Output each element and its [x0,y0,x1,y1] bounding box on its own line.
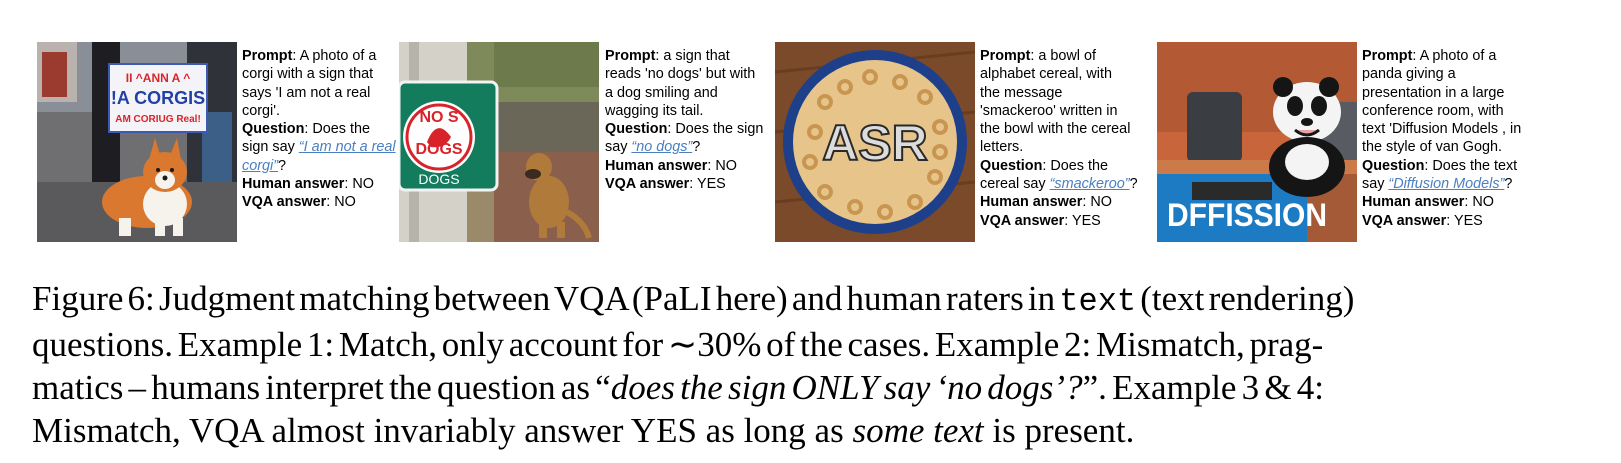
question-mark: ? [1129,176,1138,193]
example-4-text: Prompt: A photo of a panda giving a pres… [1362,47,1547,230]
cereal-bowl-image: ASR [775,42,975,242]
question-text: sign say [242,139,299,156]
human-label: Human answer [980,194,1083,211]
caption-text: (text rendering) [1136,279,1355,318]
vqa-label: VQA answer [242,194,327,211]
sign-line: DOGS [415,141,462,158]
prompt-text: alphabet cereal, with [980,66,1112,83]
sign-line: II ^ANN A ^ [126,71,190,85]
prompt-text: corgi with a sign that [242,66,374,83]
question-text: say [605,139,632,156]
sign-line: DOGS [418,171,459,187]
human-answer: : NO [344,176,374,193]
vqa-label: VQA answer [980,212,1065,229]
example-1-text: Prompt: A photo of a corgi with a sign t… [242,47,400,212]
caption-line-3: matics – humans interpret the question a… [32,366,1592,409]
caption-text: Figure 6: Judgment matching between VQA … [32,279,1060,318]
question-quote: corgi” [242,157,278,174]
prompt-label: Prompt [980,48,1031,64]
sign-line: DFFISSION [1167,197,1327,233]
prompt-text: : A photo of a [1412,48,1497,64]
question-mark: ? [1504,176,1513,193]
prompt-text: text 'Diffusion Models , in [1362,121,1522,138]
prompt-text: panda giving a [1362,66,1456,83]
vqa-label: VQA answer [1362,212,1447,229]
question-text: : Does the text [1424,157,1518,174]
prompt-text: presentation in a large [1362,84,1505,101]
caption-text: is present. [983,411,1135,450]
sign-line: AM CORIUG Real! [115,114,201,125]
prompt-text: corgi'. [242,102,280,119]
example-2-text: Prompt: a sign that reads 'no dogs' but … [605,47,775,193]
sign-line: !A CORGIS [111,88,205,108]
prompt-text: conference room, with [1362,102,1504,119]
prompt-text: letters. [980,139,1024,156]
prompt-text: the message [980,84,1063,101]
question-text: : Does the sign [667,121,764,138]
prompt-text: the style of van Gogh. [1362,139,1502,156]
corgi-image: II ^ANN A ^ !A CORGIS AM CORIUG Real! [37,42,237,242]
question-label: Question [1362,157,1425,174]
caption-italic: some text [852,411,984,450]
prompt-text: : a sign that [655,48,730,64]
question-mark: ? [277,157,286,174]
human-label: Human answer [242,176,345,193]
prompt-text: the bowl with the cereal [980,121,1131,138]
prompt-text: wagging its tail. [605,102,704,119]
figure-caption: Figure 6: Judgment matching between VQA … [32,277,1592,452]
human-answer: : NO [1464,194,1494,211]
caption-code: text [1059,283,1137,320]
caption-line-2: questions. Example 1: Match, only accoun… [32,325,1324,364]
prompt-text: reads 'no dogs' but with [605,66,756,83]
question-label: Question [605,121,668,138]
caption-text: Mismatch, VQA almost invariably answer Y… [32,411,853,450]
prompt-label: Prompt [242,48,293,64]
question-label: Question [242,121,305,138]
question-text: say [1362,176,1389,193]
example-3-text: Prompt: a bowl of alphabet cereal, with … [980,47,1150,230]
vqa-answer: : YES [689,176,726,193]
prompt-label: Prompt [1362,48,1413,64]
human-label: Human answer [1362,194,1465,211]
prompt-text: 'smackeroo' written in [980,102,1118,119]
vqa-answer: : YES [1064,212,1101,229]
no-dogs-image: NO S DOGS DOGS [399,42,599,242]
human-label: Human answer [605,157,708,174]
prompt-text: : a bowl of [1030,48,1096,64]
human-answer: : NO [1082,194,1112,211]
prompt-text: : A photo of a [292,48,377,64]
question-text: : Does the [1042,157,1108,174]
sign-line: NO S [419,109,458,126]
question-quote: “no dogs” [631,139,693,156]
caption-text: ”. Example 3 & 4: [1082,368,1325,407]
panda-presentation-image: DFFISSION [1157,42,1357,242]
caption-line-1: Figure 6: Judgment matching between VQA … [32,277,1592,323]
human-answer: : NO [707,157,737,174]
question-mark: ? [692,139,701,156]
question-text: : Does the [304,121,370,138]
question-quote: “I am not a real [298,139,396,156]
vqa-answer: : YES [1446,212,1483,229]
question-quote: “smackeroo” [1049,176,1130,193]
caption-line-4: Mismatch, VQA almost invariably answer Y… [32,409,1592,452]
vqa-answer: : NO [326,194,356,211]
vqa-label: VQA answer [605,176,690,193]
sign-line: ASR [822,115,928,171]
prompt-text: a dog smiling and [605,84,718,101]
prompt-text: says 'I am not a real [242,84,371,101]
caption-italic: does the sign ONLY say ‘no dogs’? [610,368,1083,407]
prompt-label: Prompt [605,48,656,64]
question-label: Question [980,157,1043,174]
caption-text: matics – humans interpret the question a… [32,368,611,407]
question-quote: “Diffusion Models” [1388,176,1505,193]
question-text: cereal say [980,176,1050,193]
